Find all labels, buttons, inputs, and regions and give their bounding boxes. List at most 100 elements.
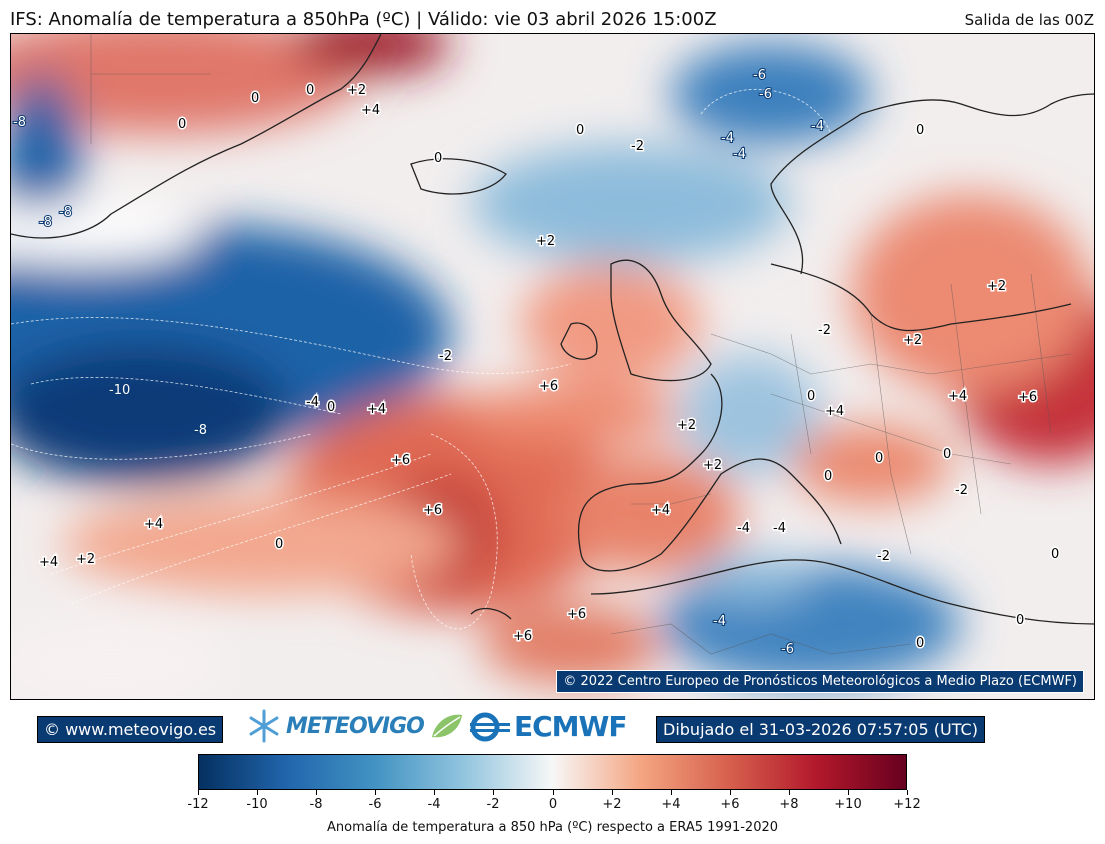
anomaly-map: 0 0 +2 +4 0 0 -8 -8 -8 0 -2 -6 -6 -4 -4 … (10, 33, 1095, 700)
contour-labels: 0 0 +2 +4 0 0 -8 -8 -8 0 -2 -6 -6 -4 -4 … (12, 67, 1061, 658)
colorbar-tick (434, 790, 435, 795)
contour-label: -4 (811, 119, 824, 134)
colorbar-tick-label: 0 (548, 797, 558, 812)
contour-label: +2 (987, 279, 1006, 294)
contour-label: -4 (737, 521, 750, 536)
ecmwf-copyright: © 2022 Centro Europeo de Pronósticos Met… (556, 670, 1084, 693)
contour-label: 0 (824, 469, 832, 484)
contour-label: -2 (439, 349, 452, 364)
contour-label: -6 (781, 642, 794, 657)
ecmwf-emblem-icon (470, 712, 510, 741)
colorbar-tick (375, 790, 376, 795)
contour-label: 0 (251, 91, 259, 106)
contour-label: -8 (59, 205, 72, 220)
snowflake-icon (249, 709, 279, 743)
colorbar-tick (612, 790, 613, 795)
meteovigo-logo: METEOVIGO (248, 706, 464, 746)
map-canvas: 0 0 +2 +4 0 0 -8 -8 -8 0 -2 -6 -6 -4 -4 … (11, 34, 1094, 699)
leaf-icon (431, 714, 462, 738)
contour-label: +4 (651, 503, 670, 518)
contour-label: -8 (13, 115, 26, 130)
colorbar-tick-label: +12 (893, 797, 921, 812)
colorbar-tick-label: +10 (834, 797, 862, 812)
colorbar-tick-label: -4 (427, 797, 441, 812)
colorbar-tick-label: -8 (309, 797, 323, 812)
contour-label: -6 (759, 87, 772, 102)
contour-label: -2 (877, 549, 890, 564)
coastlines (11, 34, 1094, 625)
map-title: IFS: Anomalía de temperatura a 850hPa (º… (10, 9, 717, 30)
contour-label: -2 (631, 139, 644, 154)
colorbar-tick (198, 790, 199, 795)
contour-label: +4 (361, 103, 380, 118)
contour-label: +6 (423, 503, 442, 518)
colorbar-tick (789, 790, 790, 795)
colorbar-tick-label: +4 (661, 797, 681, 812)
contour-label: -4 (306, 395, 319, 410)
contour-label: -2 (818, 323, 831, 338)
contour-label: 0 (576, 123, 584, 138)
contour-label: -4 (773, 521, 786, 536)
contour-label: +4 (144, 517, 163, 532)
contour-lines (11, 88, 832, 630)
colorbar-tick (493, 790, 494, 795)
contour-label: +2 (536, 234, 555, 249)
ecmwf-wordmark: ECMWF (514, 710, 628, 743)
contour-label: +6 (513, 629, 532, 644)
contour-label: -2 (955, 483, 968, 498)
contour-label: +6 (1018, 390, 1037, 405)
meteovigo-wordmark: METEOVIGO (286, 713, 425, 739)
borders (90, 34, 1072, 655)
contour-label: +4 (367, 402, 386, 417)
anomaly-field (11, 34, 1094, 699)
drawn-timestamp: Dibujado el 31-03-2026 07:57:05 (UTC) (656, 716, 985, 743)
contour-label: 0 (434, 151, 442, 166)
contour-label: 0 (1016, 613, 1024, 628)
contour-label: 0 (916, 636, 924, 651)
colorbar-tick (848, 790, 849, 795)
contour-label: +6 (567, 607, 586, 622)
ecmwf-logo: ECMWF (470, 710, 628, 743)
colorbar-tick (907, 790, 908, 795)
contour-label: -6 (753, 68, 766, 83)
colorbar-tick (316, 790, 317, 795)
contour-label: 0 (178, 117, 186, 132)
contour-label: +2 (76, 552, 95, 567)
contour-label: 0 (916, 123, 924, 138)
model-run-label: Salida de las 00Z (964, 11, 1094, 29)
contour-label: 0 (875, 451, 883, 466)
contour-label: 0 (306, 83, 314, 98)
contour-label: -8 (194, 423, 207, 438)
site-badge[interactable]: © www.meteovigo.es (37, 716, 224, 743)
colorbar-tick-label: -6 (368, 797, 382, 812)
colorbar-tick-label: +6 (720, 797, 740, 812)
contour-label: +2 (677, 418, 696, 433)
colorbar-tick-label: +2 (602, 797, 622, 812)
contour-label: +4 (825, 404, 844, 419)
colorbar-tick-label: -10 (246, 797, 268, 812)
contour-label: 0 (327, 400, 335, 415)
contour-label: +6 (391, 453, 410, 468)
contour-label: +4 (948, 389, 967, 404)
contour-label: +2 (347, 83, 366, 98)
colorbar-tick (671, 790, 672, 795)
contour-label: -4 (721, 131, 734, 146)
contour-label: 0 (943, 447, 951, 462)
contour-label: 0 (275, 537, 283, 552)
colorbar-tick-label: +8 (779, 797, 799, 812)
contour-label: +2 (903, 333, 922, 348)
colorbar-tick (730, 790, 731, 795)
colorbar-label: Anomalía de temperatura a 850 hPa (ºC) r… (326, 820, 779, 835)
contour-label: 0 (807, 389, 815, 404)
contour-label: +6 (539, 379, 558, 394)
colorbar (198, 754, 907, 790)
contour-label: -8 (39, 215, 52, 230)
contour-label: -4 (733, 147, 746, 162)
colorbar-tick-label: -12 (187, 797, 209, 812)
colorbar-tick (553, 790, 554, 795)
contour-label: 0 (1051, 547, 1059, 562)
contour-label: -4 (713, 614, 726, 629)
colorbar-tick-label: -2 (486, 797, 500, 812)
contour-label: +2 (703, 458, 722, 473)
contour-label: +4 (39, 555, 58, 570)
